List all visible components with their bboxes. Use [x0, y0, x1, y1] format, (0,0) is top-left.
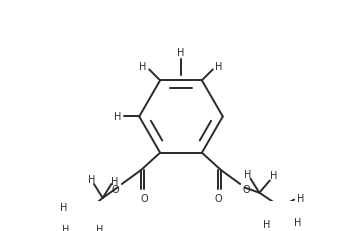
Text: H: H [139, 62, 147, 72]
Text: O: O [112, 184, 119, 195]
Text: O: O [243, 184, 250, 195]
Text: H: H [296, 193, 304, 203]
Text: H: H [215, 62, 223, 72]
Text: H: H [114, 112, 121, 122]
Text: H: H [62, 224, 70, 231]
Text: H: H [270, 170, 278, 180]
Text: O: O [140, 193, 148, 203]
Text: H: H [111, 176, 118, 186]
Text: H: H [244, 169, 252, 179]
Text: H: H [60, 202, 67, 212]
Text: O: O [215, 193, 222, 203]
Text: H: H [262, 219, 270, 229]
Text: H: H [177, 48, 185, 58]
Text: H: H [88, 174, 95, 184]
Text: H: H [294, 217, 301, 227]
Text: H: H [96, 224, 104, 231]
